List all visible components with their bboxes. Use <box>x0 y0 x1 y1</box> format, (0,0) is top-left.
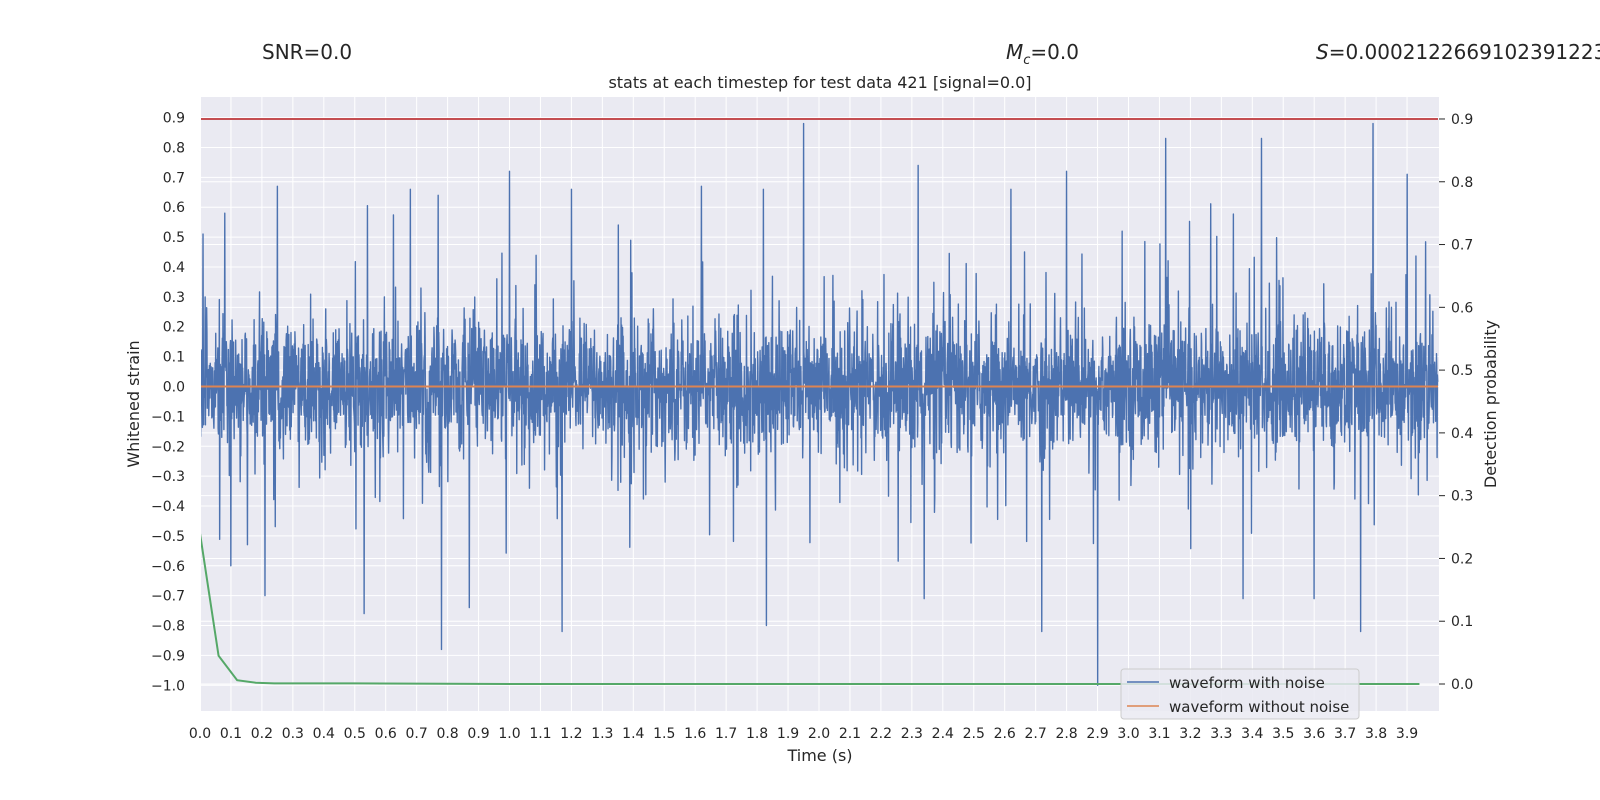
y-tick-label: −0.6 <box>151 559 185 575</box>
x-tick-label: 2.2 <box>870 726 892 742</box>
y2-axis-label: Detection probability <box>1481 320 1500 488</box>
x-tick-label: 1.0 <box>498 726 520 742</box>
x-tick-label: 0.6 <box>375 726 397 742</box>
x-tick-label: 1.8 <box>746 726 768 742</box>
y2-tick-label: 0.0 <box>1451 677 1473 693</box>
mc-symbol: M <box>1006 40 1024 64</box>
x-tick-label: 1.1 <box>529 726 551 742</box>
x-tick-label: 1.4 <box>622 726 644 742</box>
y-tick-label: 0.3 <box>163 290 185 306</box>
x-tick-label: 1.3 <box>591 726 613 742</box>
y-tick-label: −0.7 <box>151 589 185 605</box>
s-symbol: S <box>1316 40 1329 64</box>
s-value: =0.0002122669102391223 <box>1328 40 1600 64</box>
mc-value: =0.0 <box>1030 40 1079 64</box>
x-tick-label: 3.8 <box>1365 726 1387 742</box>
x-tick-label: 2.1 <box>839 726 861 742</box>
y-axis-label: Whitened strain <box>124 340 143 467</box>
snr-header: SNR=0.0 <box>262 40 353 64</box>
x-tick-label: 3.6 <box>1303 726 1325 742</box>
y-tick-label: 0.0 <box>163 380 185 396</box>
legend-box <box>1120 668 1360 720</box>
y-tick-label: 0.2 <box>163 320 185 336</box>
x-tick-label: 3.9 <box>1396 726 1418 742</box>
x-tick-label: 0.2 <box>251 726 273 742</box>
y-tick-label: 0.9 <box>163 111 185 127</box>
x-tick-label: 0.1 <box>220 726 242 742</box>
x-tick-label: 1.2 <box>560 726 582 742</box>
x-tick-label: 2.5 <box>963 726 985 742</box>
y2-tick-label: 0.6 <box>1451 300 1473 316</box>
x-tick-label: 0.0 <box>189 726 211 742</box>
legend-label-clean: waveform without noise <box>1169 698 1349 716</box>
x-tick-label: 3.5 <box>1272 726 1294 742</box>
x-tick-label: 2.9 <box>1086 726 1108 742</box>
y-tick-label: 0.8 <box>163 140 185 156</box>
x-tick-label: 2.7 <box>1025 726 1047 742</box>
x-tick-label: 1.7 <box>715 726 737 742</box>
x-tick-label: 2.3 <box>901 726 923 742</box>
chart-title: stats at each timestep for test data 421… <box>608 73 1031 92</box>
y-tick-label: 0.7 <box>163 170 185 186</box>
x-tick-label: 3.4 <box>1241 726 1263 742</box>
x-tick-label: 1.9 <box>777 726 799 742</box>
series-waveform-with-noise <box>201 122 1439 686</box>
x-axis-label: Time (s) <box>786 746 852 765</box>
y2-tick-label: 0.2 <box>1451 551 1473 567</box>
y-tick-label: −0.9 <box>151 648 185 664</box>
x-tick-label: 1.5 <box>653 726 675 742</box>
series-detection-probability <box>201 533 1420 685</box>
mc-subscript: c <box>1023 53 1031 68</box>
y-tick-label: −0.3 <box>151 469 185 485</box>
y2-tick-label: 0.8 <box>1451 175 1473 191</box>
x-tick-label: 0.7 <box>406 726 428 742</box>
y-tick-label: 0.6 <box>163 200 185 216</box>
legend: waveform with noise waveform without noi… <box>1120 668 1360 720</box>
y2-tick-label: 0.1 <box>1451 614 1473 630</box>
x-tick-label: 2.0 <box>808 726 830 742</box>
y-tick-label: 0.1 <box>163 350 185 366</box>
y-tick-label: −0.1 <box>151 409 185 425</box>
grid <box>199 97 1439 711</box>
data-layer <box>201 117 1439 686</box>
x-tick-label: 3.7 <box>1334 726 1356 742</box>
x-tick-label: 2.6 <box>994 726 1016 742</box>
y2-tick-label: 0.5 <box>1451 363 1473 379</box>
x-tick-label: 3.1 <box>1148 726 1170 742</box>
x-tick-label: 1.6 <box>684 726 706 742</box>
y-tick-label: −1.0 <box>151 678 185 694</box>
x-tick-label: 0.5 <box>344 726 366 742</box>
x-tick-label: 3.2 <box>1179 726 1201 742</box>
chirp-mass-header: Mc=0.0 <box>1006 40 1079 68</box>
y-tick-label: 0.5 <box>163 230 185 246</box>
x-tick-label: 2.4 <box>932 726 954 742</box>
y2-tick-label: 0.7 <box>1451 238 1473 254</box>
y2-tick-label: 0.3 <box>1451 489 1473 505</box>
y-tick-label: −0.2 <box>151 439 185 455</box>
y-tick-label: −0.8 <box>151 619 185 635</box>
x-tick-label: 2.8 <box>1055 726 1077 742</box>
ticks: 0.0 0.1 0.2 0.3 0.4 0.5 0.6 0.7 0.8 0.9 1.0 1.1 1.2 1… <box>151 111 1473 742</box>
y2-tick-label: 0.4 <box>1451 426 1473 442</box>
score-header: S=0.0002122669102391223 <box>1316 40 1600 64</box>
y-tick-label: 0.4 <box>163 260 185 276</box>
y-tick-label: −0.5 <box>151 529 185 545</box>
x-tick-label: 0.4 <box>313 726 335 742</box>
x-tick-label: 0.8 <box>436 726 458 742</box>
x-tick-label: 0.3 <box>282 726 304 742</box>
x-tick-label: 0.9 <box>467 726 489 742</box>
x-tick-label: 3.0 <box>1117 726 1139 742</box>
legend-label-noise: waveform with noise <box>1169 674 1325 692</box>
y2-tick-label: 0.9 <box>1451 112 1473 128</box>
y-tick-label: −0.4 <box>151 499 185 515</box>
x-tick-label: 3.3 <box>1210 726 1232 742</box>
